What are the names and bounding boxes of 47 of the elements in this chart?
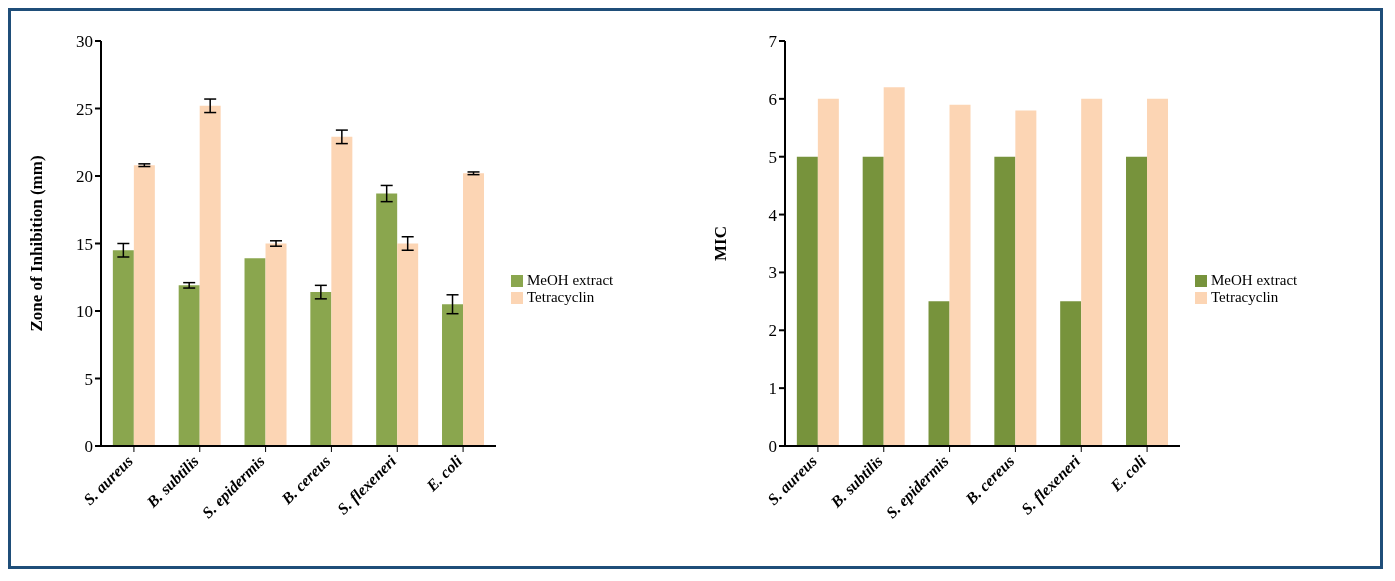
y-axis-title: Zone of Inhibition (mm)	[27, 155, 47, 332]
bar	[331, 136, 353, 446]
y-tick-label: 3	[768, 263, 777, 283]
y-tick-label: 20	[76, 167, 93, 187]
legend-label: MeOH extract	[527, 271, 614, 288]
bar	[796, 156, 818, 446]
legend-label: MeOH extract	[1211, 271, 1298, 288]
x-tick-label: E. coli	[1106, 451, 1150, 495]
bar	[133, 165, 155, 446]
bar	[928, 301, 950, 446]
y-tick-label: 15	[76, 234, 93, 254]
y-tick-label: 5	[84, 369, 93, 389]
y-tick-label: 6	[768, 89, 777, 109]
bar	[265, 243, 287, 446]
legend-label: Tetracyclin	[527, 288, 595, 305]
bar	[199, 105, 221, 446]
bar	[442, 304, 464, 446]
bar	[1126, 156, 1148, 446]
y-tick-label: 4	[768, 205, 778, 225]
bar	[949, 104, 971, 446]
bar	[1015, 110, 1037, 446]
bar	[244, 258, 266, 446]
bar	[397, 243, 419, 446]
bar	[376, 193, 398, 446]
bar	[994, 156, 1016, 446]
y-tick-label: 5	[768, 147, 777, 167]
bar	[862, 156, 884, 446]
bar	[817, 98, 839, 446]
y-tick-label: 25	[76, 99, 93, 119]
y-tick-label: 2	[768, 321, 777, 341]
bar	[883, 87, 905, 446]
bar	[1147, 98, 1169, 446]
y-tick-label: 1	[768, 379, 777, 399]
y-tick-label: 30	[76, 32, 93, 52]
y-tick-label: 0	[768, 437, 777, 457]
bar	[1081, 98, 1103, 446]
x-tick-label: E. coli	[422, 451, 466, 495]
bar	[178, 285, 200, 446]
y-tick-label: 7	[768, 32, 778, 52]
bar	[112, 250, 134, 446]
bar	[310, 292, 332, 446]
bar	[463, 173, 485, 446]
bar	[1060, 301, 1082, 446]
legend-label: Tetracyclin	[1211, 288, 1279, 305]
y-tick-label: 10	[76, 302, 93, 322]
y-axis-title: MIC	[711, 226, 731, 261]
y-tick-label: 0	[84, 437, 93, 457]
